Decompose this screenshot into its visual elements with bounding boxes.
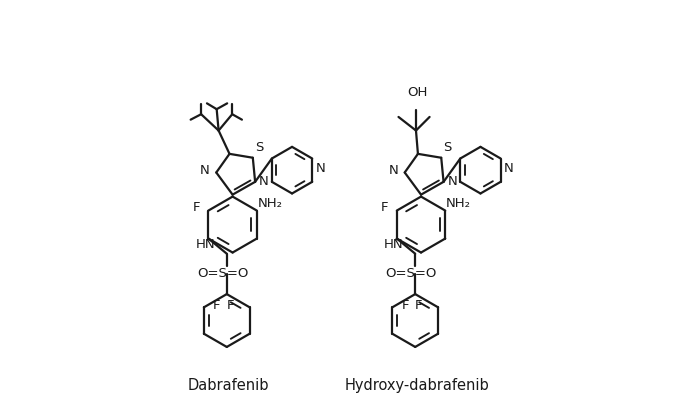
Text: HN: HN [384,238,404,251]
Text: HN: HN [196,238,215,251]
Text: N: N [504,162,514,175]
Text: O=S=O: O=S=O [385,267,437,280]
Text: Dabrafenib: Dabrafenib [188,378,269,393]
Text: F: F [415,299,423,312]
Text: F: F [227,299,234,312]
Text: N: N [200,164,210,177]
Text: N: N [315,162,325,175]
Text: S: S [443,141,452,154]
Text: O=S=O: O=S=O [197,267,248,280]
Text: NH₂: NH₂ [446,198,471,211]
Text: NH₂: NH₂ [257,198,282,211]
Text: F: F [213,299,220,312]
Text: Hydroxy-dabrafenib: Hydroxy-dabrafenib [345,378,489,393]
Text: OH: OH [408,87,428,100]
Text: N: N [448,175,457,188]
Text: F: F [192,201,200,214]
Text: F: F [381,201,388,214]
Text: N: N [259,175,269,188]
Text: N: N [388,164,398,177]
Text: S: S [255,141,263,154]
Text: F: F [401,299,409,312]
